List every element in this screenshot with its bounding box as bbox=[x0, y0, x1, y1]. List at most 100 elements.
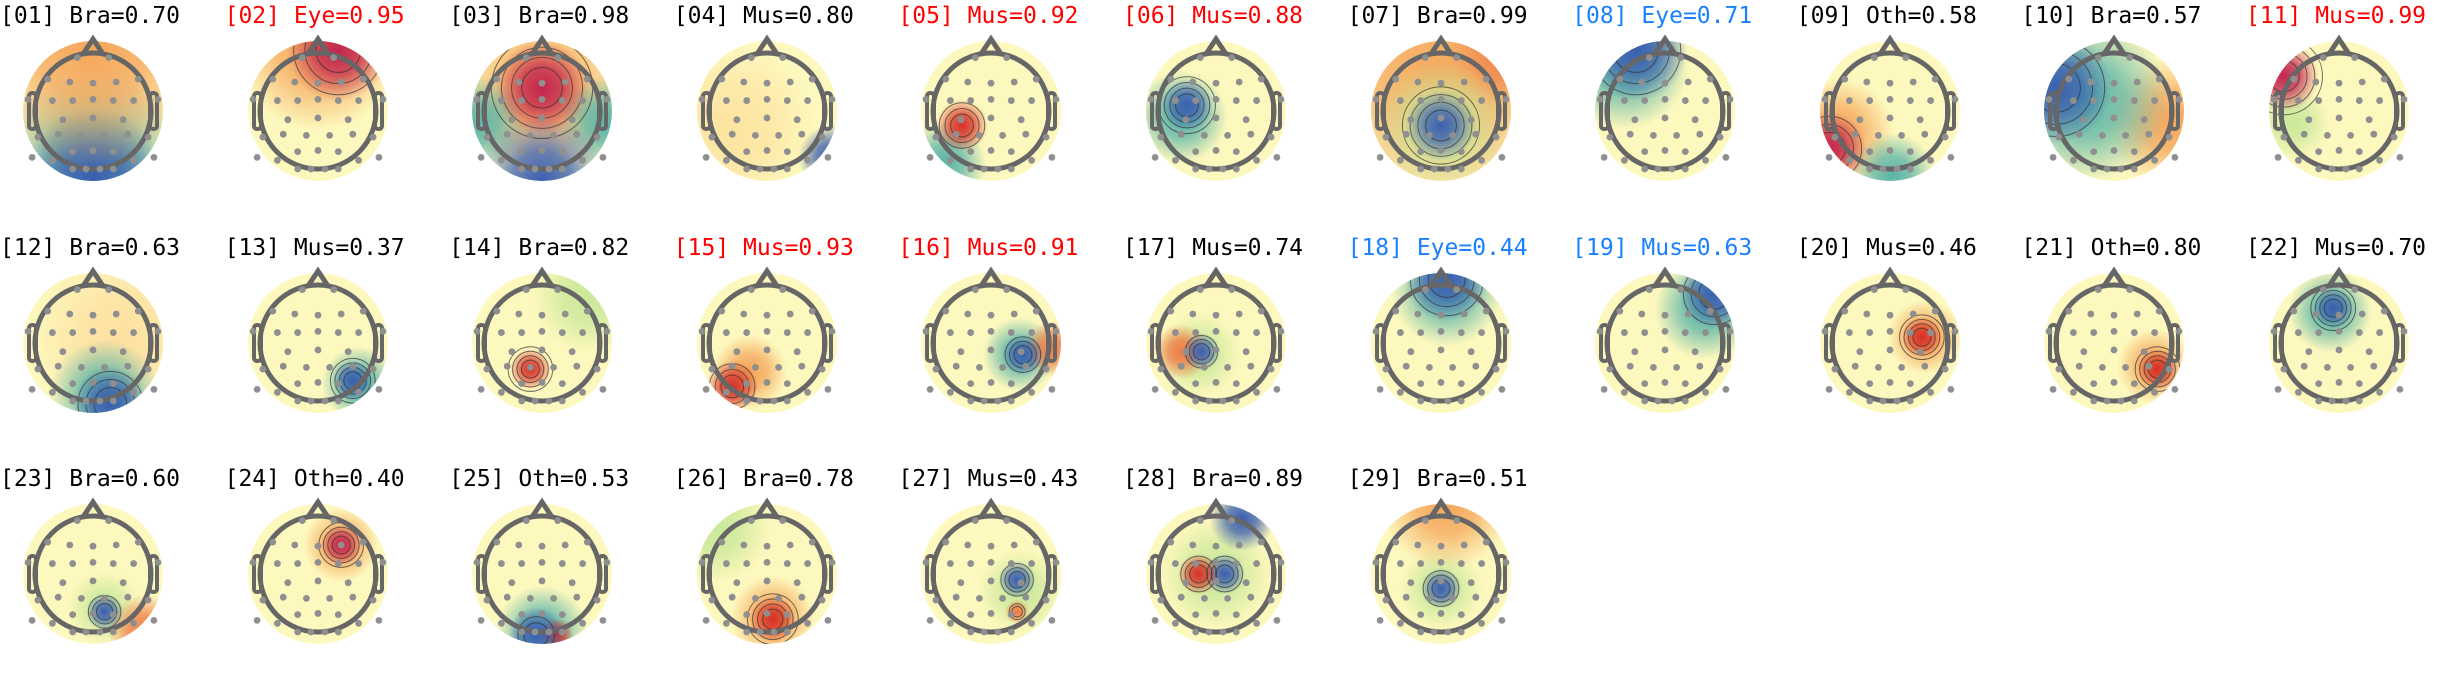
electrode-dot bbox=[1192, 611, 1200, 618]
electrode-dot bbox=[2099, 363, 2107, 371]
electrode-dot bbox=[1413, 541, 1421, 549]
electrode-dot bbox=[1654, 397, 1662, 404]
activation-blob bbox=[1381, 504, 1511, 570]
electrode-dot bbox=[987, 327, 995, 335]
electrode-dot bbox=[1247, 362, 1255, 370]
electrode-dot bbox=[54, 130, 62, 138]
electrode-dot bbox=[1457, 379, 1465, 387]
left-ear-icon bbox=[700, 91, 712, 131]
electrode-dot bbox=[740, 541, 747, 549]
electrode-dot bbox=[2104, 397, 2111, 404]
electrode-dot bbox=[538, 327, 546, 335]
electrode-dot bbox=[538, 96, 546, 103]
electrode-dot bbox=[763, 79, 771, 87]
electrode-dot bbox=[554, 285, 562, 293]
electrode-dot bbox=[1212, 327, 1220, 335]
electrode-dot bbox=[1212, 577, 1220, 585]
electrode-dot bbox=[1631, 347, 1639, 355]
contour-line bbox=[521, 67, 563, 109]
electrode-dot bbox=[1641, 328, 1649, 336]
electrode-dot bbox=[24, 559, 32, 566]
electrode-dot bbox=[1232, 379, 1240, 387]
contour-line bbox=[939, 102, 986, 149]
electrode-dot bbox=[923, 559, 930, 566]
electrode-dot bbox=[1444, 628, 1451, 636]
component-11: [11] Mus=0.99 bbox=[2246, 0, 2438, 231]
electrode-dot bbox=[249, 559, 257, 566]
electrode-dot bbox=[747, 54, 755, 62]
electrode-dot bbox=[1172, 388, 1179, 396]
electrode-dot bbox=[1043, 596, 1050, 604]
nose-icon bbox=[1877, 34, 1902, 56]
electrode-dot bbox=[932, 133, 940, 141]
electrode-dot bbox=[2141, 347, 2148, 355]
electrode-dot bbox=[69, 328, 77, 336]
electrode-dot bbox=[1650, 131, 1657, 139]
electrode-dot bbox=[1906, 97, 1914, 104]
electrode-dot bbox=[1457, 397, 1465, 404]
electrode-dot bbox=[698, 559, 706, 566]
topomap bbox=[2269, 34, 2409, 181]
electrode-dot bbox=[740, 78, 747, 86]
electrode-dot bbox=[1641, 148, 1649, 156]
electrode-dot bbox=[779, 517, 786, 525]
electrode-dot bbox=[1909, 78, 1917, 86]
component-title: [09] Oth=0.58 bbox=[1796, 3, 1977, 29]
electrode-dot bbox=[1413, 310, 1421, 317]
electrode-dot bbox=[818, 365, 826, 372]
electrode-dot bbox=[34, 133, 42, 141]
electrode-dot bbox=[515, 78, 523, 86]
electrode-dot bbox=[1437, 559, 1444, 566]
electrode-dot bbox=[515, 541, 523, 549]
electrode-dot bbox=[1821, 96, 1829, 103]
electrode-dot bbox=[284, 579, 291, 587]
electrode-dot bbox=[1482, 75, 1490, 83]
component-26: [26] Bra=0.78 bbox=[674, 463, 898, 694]
electrode-dot bbox=[1906, 148, 1914, 156]
component-title: [19] Mus=0.63 bbox=[1572, 234, 1753, 261]
electrode-dot bbox=[573, 593, 581, 601]
electrode-dot bbox=[69, 165, 77, 173]
electrode-dot bbox=[1257, 75, 1265, 83]
electrode-dot bbox=[538, 311, 546, 319]
electrode-dot bbox=[1471, 362, 1479, 370]
component-title: [22] Mus=0.70 bbox=[2246, 234, 2427, 261]
component-title: [25] Oth=0.53 bbox=[449, 466, 630, 492]
electrode-dot bbox=[28, 154, 36, 161]
contour-line bbox=[720, 374, 744, 398]
electrode-dot bbox=[1437, 327, 1444, 335]
activation-blob bbox=[331, 359, 373, 401]
component-title: [14] Bra=0.82 bbox=[449, 234, 630, 261]
electrode-dot bbox=[1242, 579, 1250, 587]
nose-icon bbox=[530, 34, 555, 56]
electrode-dot bbox=[1437, 610, 1444, 617]
electrode-dot bbox=[24, 327, 32, 335]
electrode-dot bbox=[798, 362, 805, 370]
electrode-dot bbox=[1492, 133, 1500, 141]
electrode-dot bbox=[743, 379, 750, 387]
component-title: [17] Mus=0.74 bbox=[1123, 234, 1304, 261]
activation-blob bbox=[696, 504, 771, 584]
electrode-dot bbox=[293, 628, 301, 636]
electrode-dot bbox=[1228, 517, 1236, 525]
electrode-dot bbox=[538, 610, 546, 617]
component-05: [05] Mus=0.92 bbox=[898, 0, 1122, 231]
electrode-dot bbox=[1407, 347, 1414, 355]
left-ear-icon bbox=[2048, 322, 2060, 363]
electrode-dot bbox=[947, 388, 955, 396]
left-ear-icon bbox=[1374, 322, 1386, 363]
electrode-dot bbox=[1224, 131, 1231, 139]
electrode-dot bbox=[702, 385, 710, 393]
electrode-dot bbox=[793, 579, 801, 587]
electrode-dot bbox=[561, 310, 569, 317]
electrode-dot bbox=[2355, 397, 2363, 404]
electrode-dot bbox=[1376, 154, 1384, 161]
electrode-dot bbox=[1011, 310, 1018, 317]
electrode-dot bbox=[325, 131, 333, 139]
nose-icon bbox=[2326, 265, 2352, 287]
electrode-dot bbox=[751, 131, 759, 139]
electrode-dot bbox=[994, 628, 1002, 636]
contour-line bbox=[516, 354, 545, 383]
electrode-dot bbox=[1257, 307, 1265, 314]
electrode-dot bbox=[1028, 156, 1036, 164]
